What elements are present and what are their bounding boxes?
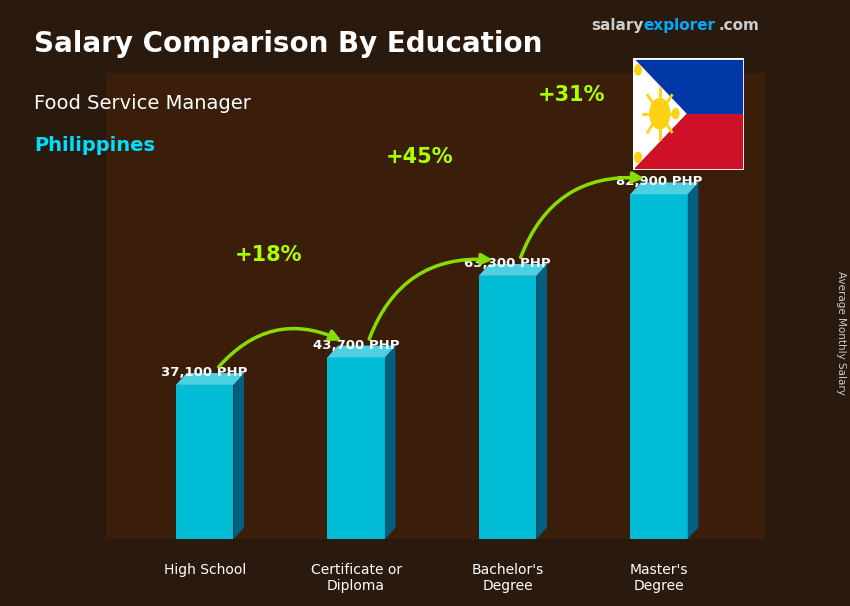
Polygon shape [536,264,547,539]
Polygon shape [633,58,687,170]
Polygon shape [327,345,395,358]
Circle shape [635,65,642,75]
FancyArrowPatch shape [521,173,640,258]
Text: +45%: +45% [386,147,454,167]
Circle shape [649,99,670,128]
Text: Bachelor's
Degree: Bachelor's Degree [472,563,544,593]
Polygon shape [385,345,395,539]
Text: Salary Comparison By Education: Salary Comparison By Education [34,30,542,58]
Polygon shape [630,195,688,539]
Circle shape [635,152,642,162]
Text: High School: High School [163,563,246,577]
Text: explorer: explorer [643,18,716,33]
Bar [633,114,744,170]
Bar [633,58,744,114]
Text: Average Monthly Salary: Average Monthly Salary [836,271,846,395]
Polygon shape [176,373,244,385]
Polygon shape [327,358,385,539]
Circle shape [672,108,679,119]
Text: Master's
Degree: Master's Degree [630,563,689,593]
Text: Certificate or
Diploma: Certificate or Diploma [310,563,402,593]
Bar [106,73,765,539]
Text: +18%: +18% [235,245,302,265]
Polygon shape [479,264,547,276]
Text: Philippines: Philippines [34,136,155,155]
Polygon shape [630,182,699,195]
Polygon shape [688,182,699,539]
Polygon shape [479,276,536,539]
Text: salary: salary [591,18,643,33]
Text: 82,900 PHP: 82,900 PHP [615,175,702,188]
Polygon shape [234,373,244,539]
Text: 63,300 PHP: 63,300 PHP [464,257,551,270]
Text: Food Service Manager: Food Service Manager [34,94,251,113]
Text: 37,100 PHP: 37,100 PHP [162,366,248,379]
Text: +31%: +31% [537,85,605,105]
Polygon shape [176,385,234,539]
FancyArrowPatch shape [218,328,338,367]
FancyArrowPatch shape [369,255,489,339]
Text: .com: .com [718,18,759,33]
Text: 43,700 PHP: 43,700 PHP [313,339,400,351]
